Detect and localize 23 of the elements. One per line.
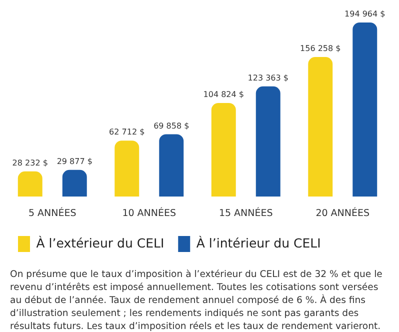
data-label: 62 712 $ (109, 128, 145, 137)
bar (62, 170, 87, 197)
bar (352, 22, 378, 197)
bar (308, 57, 333, 197)
x-tick-label: 15 ANNÉES (218, 206, 273, 219)
x-tick-label: 5 ANNÉES (28, 206, 76, 219)
bar (256, 86, 280, 197)
data-label: 104 824 $ (203, 90, 244, 100)
legend-label: À l’intérieur du CELI (196, 235, 321, 250)
bar (114, 140, 140, 197)
x-tick-label: 10 ANNÉES (122, 206, 176, 219)
data-label: 156 258 $ (300, 44, 341, 54)
data-label: 123 363 $ (248, 74, 288, 83)
bar (211, 102, 236, 197)
bar (159, 134, 184, 197)
legend-label: À l’extérieur du CELI (36, 235, 164, 250)
text: On présume que le taux d’imposition à l’extérieur du CELI est de 32 % et que le revenu d’intérêts est imposé annuellement. Toutes les cotisations sont versées au début de l’année. Taux de rendement annuel composé de 6 %. À des fins d’illustration seulement ; les rendements indiqués ne sont pas garants des résultats futurs. Les taux d’imposition réels et les taux de rendement varieront. (10, 268, 384, 332)
x-tick-label: 20 ANNÉES (316, 206, 370, 219)
data-label: 194 964 $ (344, 10, 386, 19)
data-label: 69 858 $ (154, 121, 190, 130)
data-label: 29 877 $ (56, 157, 92, 166)
data-label: 28 232 $ (12, 158, 48, 168)
bar (18, 171, 42, 197)
